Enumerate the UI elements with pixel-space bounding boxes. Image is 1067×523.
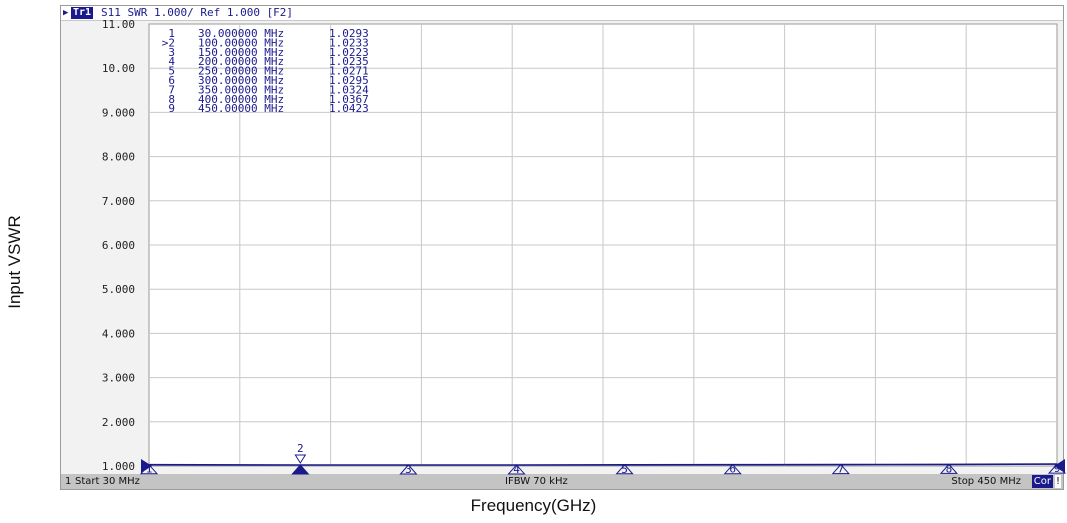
active-marker-label: 2 — [297, 442, 304, 455]
marker-readout-value: 1.0223 — [329, 46, 369, 59]
y-tick-label: 10.00 — [102, 62, 135, 75]
y-tick-label: 2.000 — [102, 416, 135, 429]
y-tick-label: 3.000 — [102, 372, 135, 385]
marker-id-label: 1 — [146, 463, 153, 476]
marker-readout-value: 1.0233 — [329, 36, 369, 49]
stop-frequency[interactable]: Stop 450 MHz — [951, 476, 1021, 487]
marker-readout-value: 1.0423 — [329, 102, 369, 115]
trace-active-arrow-icon: ▶ — [63, 8, 69, 18]
marker-readout-freq: 350.00000 MHz — [198, 83, 284, 96]
marker-readout-value: 1.0235 — [329, 55, 369, 68]
marker-readout-freq: 400.00000 MHz — [198, 93, 284, 106]
marker-readout-id: 1 — [168, 27, 175, 40]
marker-readout-value: 1.0295 — [329, 74, 369, 87]
marker-readout-freq: 300.00000 MHz — [198, 74, 284, 87]
marker-triangle-icon — [291, 464, 310, 475]
trace-status-bar: ▶ Tr1 S11 SWR 1.000/ Ref 1.000 [F2] — [61, 6, 1063, 21]
marker-triangle-icon — [831, 463, 850, 475]
y-tick-label: 5.000 — [102, 283, 135, 296]
marker-readout-value: 1.0271 — [329, 65, 369, 78]
marker-readout-id: 3 — [168, 46, 175, 59]
marker-readout-id: 6 — [168, 74, 175, 87]
y-tick-label: 1.000 — [102, 460, 135, 473]
active-marker-pointer-icon — [294, 454, 307, 464]
marker-triangle-icon — [507, 464, 526, 475]
marker-readout-freq: 150.00000 MHz — [198, 46, 284, 59]
marker-triangle-icon — [139, 463, 159, 475]
marker-triangle-icon — [1047, 463, 1067, 474]
marker-readout-id: 8 — [168, 93, 175, 106]
marker-readout-freq: 200.00000 MHz — [198, 55, 284, 68]
marker-readout-id: 4 — [168, 55, 175, 68]
marker-readout-value: 1.0367 — [329, 93, 369, 106]
marker-readout-id: >2 — [162, 36, 175, 49]
marker-triangle-icon — [399, 464, 418, 475]
ref-level-left-icon — [141, 459, 152, 473]
marker-id-label: 4 — [513, 463, 520, 476]
trace-badge[interactable]: Tr1 — [71, 7, 94, 19]
start-frequency[interactable]: Start 30 MHz — [75, 476, 140, 487]
marker-readout-freq: 100.00000 MHz — [198, 36, 284, 49]
marker-id-label: 3 — [405, 463, 412, 476]
marker-readout-freq: 450.00000 MHz — [198, 102, 284, 115]
marker-id-label: 8 — [946, 462, 953, 475]
marker-readout-freq: 30.000000 MHz — [198, 27, 284, 40]
channel-status-bar: 1 Start 30 MHz IFBW 70 kHz Stop 450 MHz … — [61, 474, 1063, 489]
channel-number: 1 — [65, 476, 72, 487]
marker-id-label: 9 — [1054, 462, 1061, 475]
marker-readout-id: 9 — [168, 102, 175, 115]
marker-readout-value: 1.0293 — [329, 27, 369, 40]
trace-line — [148, 463, 1058, 466]
marker-id-label: 5 — [621, 463, 628, 476]
marker-triangle-icon — [939, 463, 959, 474]
y-tick-label: 6.000 — [102, 239, 135, 252]
y-tick-label: 9.000 — [102, 106, 135, 119]
marker-id-label: 6 — [729, 463, 736, 476]
marker-readout-id: 7 — [168, 83, 175, 96]
marker-readout-freq: 250.00000 MHz — [198, 65, 284, 78]
marker-triangle-icon — [615, 464, 634, 475]
correction-badge[interactable]: Cor — [1031, 475, 1053, 488]
marker-triangle-icon — [723, 463, 742, 475]
trace-info[interactable]: S11 SWR 1.000/ Ref 1.000 [F2] — [101, 6, 294, 19]
y-tick-label: 8.000 — [102, 151, 135, 164]
x-axis-title: Frequency(GHz) — [470, 496, 597, 515]
marker-readout-value: 1.0324 — [329, 83, 369, 96]
marker-readout-id: 5 — [168, 65, 175, 78]
ifbw-setting[interactable]: IFBW 70 kHz — [505, 476, 568, 487]
y-tick-label: 11.00 — [102, 18, 135, 31]
y-tick-label: 7.000 — [102, 195, 135, 208]
marker-id-label: 7 — [837, 463, 844, 476]
y-tick-label: 4.000 — [102, 327, 135, 340]
warning-flag: ! — [1055, 475, 1061, 488]
